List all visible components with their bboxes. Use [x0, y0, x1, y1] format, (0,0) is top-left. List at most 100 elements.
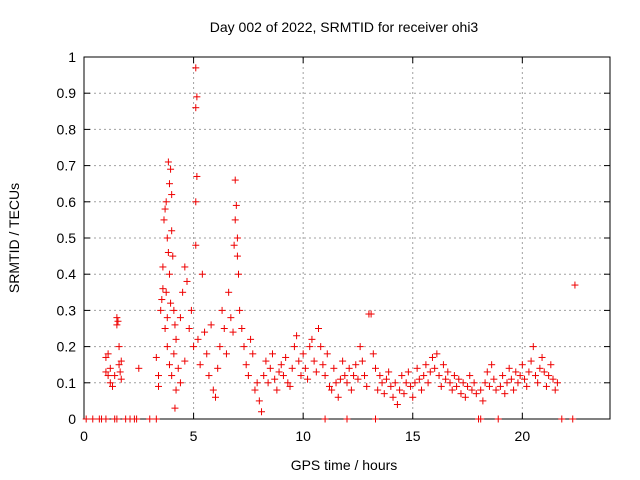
data-point [176, 379, 184, 387]
data-point [89, 415, 97, 423]
data-point [102, 415, 110, 423]
data-point [163, 314, 171, 322]
data-point [457, 390, 465, 398]
data-point [411, 379, 419, 387]
data-point [133, 415, 141, 423]
x-tick-label: 20 [515, 428, 531, 444]
data-point [409, 393, 417, 401]
data-point [273, 386, 281, 394]
data-point [551, 386, 559, 394]
data-point [114, 317, 122, 325]
y-tick-label: 0.6 [57, 194, 77, 210]
data-point [536, 364, 544, 372]
data-point [485, 382, 493, 390]
data-point [193, 93, 201, 101]
data-point [481, 379, 489, 387]
data-point [356, 343, 364, 351]
data-point [242, 361, 250, 369]
data-point [168, 372, 176, 380]
data-point [545, 372, 553, 380]
data-point [325, 382, 333, 390]
data-point [339, 357, 347, 365]
data-point [162, 288, 170, 296]
data-point [531, 372, 539, 380]
data-point [165, 270, 173, 278]
data-point [374, 386, 382, 394]
y-tick-label: 0.9 [57, 85, 77, 101]
data-point [477, 386, 485, 394]
data-point [113, 314, 121, 322]
data-point [192, 64, 200, 72]
data-point [158, 296, 166, 304]
data-point [308, 335, 316, 343]
y-tick-label: 0.4 [57, 266, 77, 282]
data-point [315, 325, 323, 332]
data-point [323, 350, 331, 358]
data-point [162, 198, 170, 206]
data-point [168, 191, 176, 199]
data-point [113, 321, 121, 329]
data-point [295, 357, 303, 365]
data-point [113, 415, 121, 423]
data-point [185, 325, 193, 332]
data-point [396, 386, 404, 394]
data-point [400, 390, 408, 398]
data-point [135, 364, 143, 372]
data-point [152, 353, 160, 361]
data-point [231, 216, 239, 224]
data-point [341, 372, 349, 380]
data-point [321, 415, 329, 423]
data-point [455, 375, 463, 383]
data-points [82, 64, 579, 423]
data-point [159, 285, 167, 293]
data-point [470, 379, 478, 387]
data-point [160, 216, 168, 224]
data-point [157, 306, 165, 314]
data-point [192, 104, 200, 112]
data-point [558, 415, 566, 423]
data-point [407, 382, 415, 390]
data-point [503, 379, 511, 387]
data-point [393, 401, 401, 409]
data-point [369, 350, 377, 358]
data-point [117, 357, 125, 365]
data-point [347, 386, 355, 394]
data-point [222, 350, 230, 358]
data-point [492, 386, 500, 394]
data-point [244, 372, 252, 380]
data-point [293, 332, 301, 340]
data-point [207, 321, 215, 329]
data-point [260, 372, 268, 380]
data-point [422, 361, 430, 369]
data-point [310, 357, 318, 365]
y-tick-label: 0.2 [57, 339, 77, 355]
data-point [385, 368, 393, 376]
y-axis-label: SRMTID / TECUs [6, 183, 22, 293]
data-point [523, 382, 531, 390]
data-point [218, 306, 226, 314]
data-point [426, 368, 434, 376]
data-point [345, 364, 353, 372]
data-point [183, 277, 191, 285]
x-axis-label: GPS time / hours [291, 457, 398, 473]
data-point [172, 335, 180, 343]
data-point [547, 361, 555, 369]
data-point [477, 415, 485, 423]
data-point [439, 361, 447, 369]
data-point [317, 343, 325, 351]
data-point [251, 386, 259, 394]
data-point [538, 353, 546, 361]
data-point [106, 379, 114, 387]
data-point [312, 368, 320, 376]
data-point [282, 353, 290, 361]
data-point [446, 379, 454, 387]
data-point [437, 382, 445, 390]
data-point [472, 390, 480, 398]
data-point [201, 328, 209, 336]
data-point [431, 364, 439, 372]
data-point [569, 415, 577, 423]
data-point [174, 364, 182, 372]
data-point [170, 306, 178, 314]
data-point [170, 350, 178, 358]
data-point [371, 364, 379, 372]
